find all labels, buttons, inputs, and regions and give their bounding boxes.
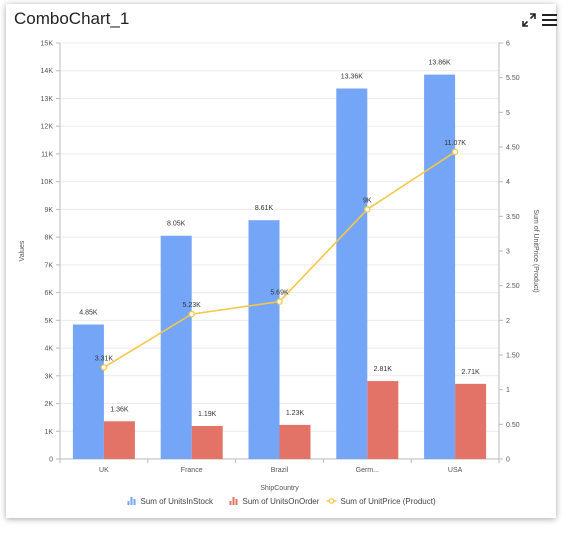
widget-title: ComboChart_1	[14, 9, 130, 28]
bar-data-label: 8.61K	[255, 205, 274, 212]
bar-units-in-stock	[160, 235, 192, 459]
bar-data-label: 2.71K	[461, 369, 480, 376]
bar-units-on-order	[279, 424, 311, 459]
y-axis-tick-label: 13K	[41, 96, 54, 103]
y-axis-tick-label: 1K	[44, 429, 53, 436]
y-axis-title: Values	[19, 240, 26, 261]
line-data-label: 3.31K	[95, 355, 114, 362]
y2-axis-tick-label: 2	[506, 318, 510, 325]
x-axis-tick-label: Germ...	[356, 467, 379, 474]
legend-bar-icon	[232, 497, 235, 505]
y2-axis-tick-label: 5	[506, 110, 510, 117]
bar-data-label: 8.05K	[167, 221, 186, 228]
x-axis-title: ShipCountry	[260, 485, 299, 492]
bar-data-label: 1.23K	[286, 410, 305, 417]
bar-units-in-stock	[248, 220, 280, 459]
y2-axis-tick-label: 5.50	[506, 75, 520, 82]
bar-units-on-order	[103, 421, 135, 459]
line-data-label: 5.69K	[270, 290, 289, 297]
bar-data-label: 13.36K	[341, 73, 364, 80]
y-axis-tick-label: 8K	[44, 235, 53, 242]
y-axis-tick-label: 14K	[41, 68, 54, 75]
y2-axis-tick-label: 1	[506, 387, 510, 394]
y2-axis-tick-label: 2.50	[506, 283, 520, 290]
combo-chart: 0 1K 2K 3K 4K 5K 6K 7K 8K 9K 10K 11K 12K 13K 14K 15K 0 0.…	[19, 41, 539, 507]
bar-data-label: 1.36K	[110, 406, 129, 413]
y-axis-tick-label: 5K	[44, 318, 53, 325]
line-point	[451, 148, 459, 156]
bar-units-on-order	[191, 425, 223, 459]
y-axis-tick-label: 11K	[41, 151, 53, 158]
bar-units-in-stock	[424, 74, 456, 459]
bar-units-on-order	[455, 383, 487, 459]
bar-data-label: 13.86K	[429, 60, 452, 67]
line-data-label: 5.23K	[183, 302, 202, 309]
legend-line-icon	[328, 498, 335, 504]
bar-units-on-order	[367, 381, 399, 459]
line-data-label: 9K	[363, 197, 372, 204]
x-axis-tick-label: France	[181, 467, 203, 474]
y2-axis-tick-label: 4	[506, 179, 510, 186]
y-axis-tick-label: 15K	[41, 41, 54, 48]
y2-axis-tick-label: 3	[506, 249, 510, 256]
bar-data-label: 4.85K	[79, 309, 98, 316]
line-point	[188, 310, 195, 318]
y2-axis-tick-label: 0	[506, 457, 510, 464]
legend-item-label: Sum of UnitsInStock	[141, 497, 214, 506]
expand-icon[interactable]	[522, 13, 536, 27]
bar-data-label: 2.81K	[374, 366, 393, 373]
y2-axis-tick-label: 1.50	[506, 353, 520, 360]
y2-axis-tick-label: 6	[506, 41, 510, 48]
y-axis-tick-label: 0	[49, 457, 53, 464]
y-axis-tick-label: 2K	[44, 401, 53, 408]
line-point	[364, 206, 371, 213]
line-data-label: 11.07K	[444, 140, 466, 147]
y-axis-tick-label: 9K	[44, 207, 53, 214]
bar-units-in-stock	[72, 324, 104, 459]
legend-bar-icon	[127, 501, 130, 505]
legend-bar-icon	[235, 499, 238, 505]
x-axis-tick-label: USA	[448, 467, 463, 474]
y-axis-tick-label: 12K	[41, 124, 54, 131]
x-axis-tick-label: UK	[99, 467, 109, 474]
x-axis-tick-label: Brazil	[271, 467, 289, 474]
y-axis-tick-label: 6K	[44, 290, 53, 297]
y-axis-tick-label: 3K	[44, 373, 53, 380]
y2-axis-tick-label: 4.50	[506, 145, 520, 152]
y2-axis-tick-label: 0.50	[506, 422, 520, 429]
legend-item-label: Sum of UnitsOnOrder	[243, 497, 320, 506]
bar-units-in-stock	[336, 88, 368, 459]
legend-bar-icon	[133, 499, 136, 505]
line-point	[276, 298, 283, 305]
legend-bar-icon	[229, 501, 232, 505]
bar-data-label: 1.19K	[198, 411, 217, 418]
line-point	[100, 364, 108, 371]
hamburger-menu-icon[interactable]	[542, 13, 557, 27]
y-axis-tick-label: 7K	[44, 262, 53, 269]
y-axis-tick-label: 4K	[44, 346, 53, 353]
y-axis-tick-label: 10K	[41, 179, 54, 186]
y2-axis-tick-label: 3.50	[506, 214, 520, 221]
y2-axis-title: Sum of UnitPrice (Product)	[532, 209, 539, 292]
chart-widget: ComboChart_1 0 1K 2K 3K 4K 5K 6K 7K 8K 9K 10K 11K 12…	[6, 4, 557, 518]
legend-item-label: Sum of UnitPrice (Product)	[341, 497, 436, 506]
legend-bar-icon	[130, 497, 133, 505]
